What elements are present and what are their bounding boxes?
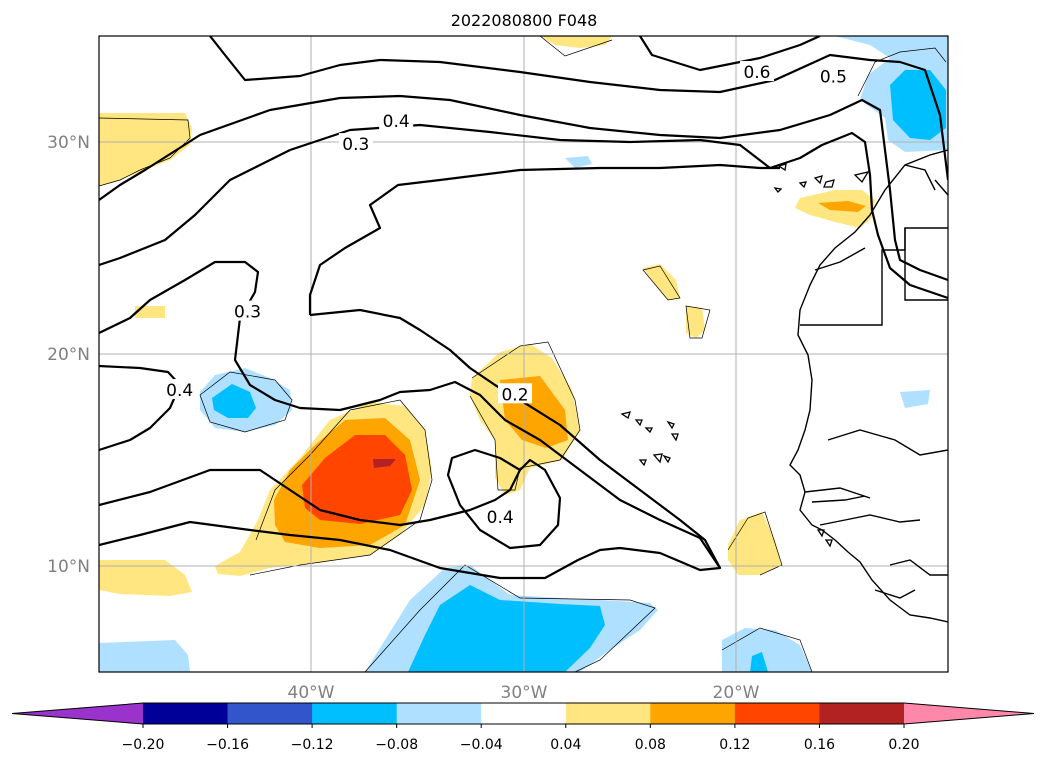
colorbar-tick-label: −0.12 bbox=[291, 737, 334, 753]
contour-label-background bbox=[483, 506, 518, 527]
colorbar-tick-label: −0.08 bbox=[375, 737, 418, 753]
fill-negative-0.08 bbox=[750, 652, 768, 672]
fill-negative-0.04 bbox=[722, 628, 812, 672]
contour-label-background bbox=[498, 383, 533, 404]
map-plot-area: 0.6 0.5 0.4 0.3 0.3 0.4 0.2 0.4 bbox=[99, 36, 948, 672]
contour-line-0.4 bbox=[99, 94, 948, 282]
contour-label: 0.4 bbox=[487, 508, 514, 528]
fill-positive-0.12 bbox=[302, 435, 412, 524]
colorbar-segment bbox=[227, 703, 313, 724]
colorbar-segment bbox=[819, 703, 905, 724]
colorbar-segment bbox=[396, 703, 482, 724]
lat-tick-label: 10°N bbox=[47, 557, 90, 577]
contour-label: 0.4 bbox=[383, 112, 410, 132]
fill-negative-0.08 bbox=[408, 585, 605, 672]
colorbar-tick-label: 0.16 bbox=[804, 737, 835, 753]
colorbar-tick-label: 0.12 bbox=[719, 737, 750, 753]
colorbar-extend-low bbox=[12, 703, 143, 724]
coastlines bbox=[789, 149, 948, 623]
contour-label-background bbox=[739, 61, 774, 82]
colorbar: −0.20 −0.16 −0.12 −0.08 −0.04 0.04 0.08 0.12 0.1… bbox=[11, 702, 1035, 753]
contour-label: 0.4 bbox=[166, 381, 193, 401]
fill-positive-0.04 bbox=[643, 264, 680, 300]
fill-outlines bbox=[99, 36, 947, 672]
colorbar-segment bbox=[650, 703, 736, 724]
lat-tick-label: 20°N bbox=[47, 345, 90, 365]
colorbar-tick-label: 0.04 bbox=[550, 737, 581, 753]
colorbar-tick-label: −0.16 bbox=[206, 737, 249, 753]
contour-label: 0.3 bbox=[342, 135, 369, 155]
contour-line-0.2-main bbox=[308, 163, 780, 315]
fill-positive-0.16 bbox=[373, 459, 396, 468]
colorbar-segment bbox=[565, 703, 651, 724]
longitude-tick-labels: 40°W 30°W 20°W bbox=[288, 683, 760, 703]
contour-line-0.6 bbox=[639, 36, 821, 72]
contour-label: 0.3 bbox=[234, 303, 261, 323]
contour-label-background bbox=[338, 133, 373, 154]
fill-negative-0.04 bbox=[99, 640, 190, 672]
lon-tick-label: 30°W bbox=[501, 683, 548, 703]
fill-negative-0.08 bbox=[890, 70, 946, 140]
contour-label-background bbox=[230, 300, 265, 321]
contour-label-background bbox=[162, 379, 197, 400]
colorbar-extend-high bbox=[904, 703, 1034, 724]
colorbar-tick-label: 0.20 bbox=[888, 737, 919, 753]
contour-label-background bbox=[379, 109, 414, 130]
fill-positive-0.04 bbox=[99, 560, 192, 596]
fill-positive-0.08 bbox=[818, 201, 866, 212]
positive-anomaly-fills bbox=[99, 36, 875, 596]
contour-label: 0.2 bbox=[501, 385, 528, 405]
islands bbox=[620, 163, 870, 548]
contour-line-0.3-upper bbox=[99, 123, 948, 300]
map-frame bbox=[98, 35, 949, 673]
colorbar-segment bbox=[143, 703, 229, 724]
contour-line-0.4-south bbox=[99, 448, 562, 550]
latitude-tick-labels: 30°N 20°N 10°N bbox=[47, 133, 90, 577]
chart-title: 2022080800 F048 bbox=[451, 11, 598, 30]
lon-tick-label: 20°W bbox=[713, 683, 760, 703]
colorbar-segment bbox=[312, 703, 398, 724]
colorbar-tick-label: −0.04 bbox=[460, 737, 503, 753]
colorbar-tick-label: 0.08 bbox=[635, 737, 666, 753]
fill-negative-0.08 bbox=[212, 384, 256, 418]
fill-negative-0.04 bbox=[565, 156, 592, 168]
fill-negative-0.04 bbox=[900, 390, 930, 408]
contour-line-0.3-trough bbox=[99, 260, 722, 580]
fill-positive-0.04 bbox=[135, 306, 165, 318]
colorbar-segment bbox=[481, 703, 567, 724]
fill-positive-0.04 bbox=[540, 36, 612, 48]
contour-label-background bbox=[816, 65, 851, 86]
gridlines bbox=[99, 36, 948, 672]
colorbar-segment bbox=[734, 703, 820, 724]
lon-tick-label: 40°W bbox=[288, 683, 335, 703]
contour-labels: 0.6 0.5 0.4 0.3 0.3 0.4 0.2 0.4 bbox=[162, 61, 851, 528]
contour-label: 0.6 bbox=[743, 63, 770, 83]
contour-label: 0.5 bbox=[820, 67, 847, 87]
negative-anomaly-fills bbox=[99, 36, 948, 672]
lat-tick-label: 30°N bbox=[47, 133, 90, 153]
contour-lines bbox=[99, 36, 948, 580]
fill-positive-0.04 bbox=[686, 306, 705, 338]
colorbar-tick-label: −0.20 bbox=[122, 737, 165, 753]
fill-positive-0.04 bbox=[99, 113, 192, 186]
contour-line-0.5 bbox=[209, 36, 948, 181]
